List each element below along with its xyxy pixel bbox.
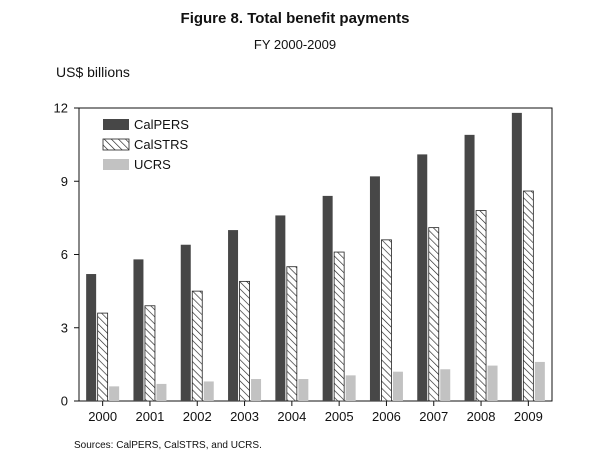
legend-label-calpers: CalPERS <box>134 117 189 132</box>
bar-ucrs-2003 <box>251 379 262 401</box>
bar-calpers-2004 <box>275 215 286 401</box>
bar-ucrs-2008 <box>487 365 498 401</box>
chart-subtitle: FY 2000-2009 <box>253 37 337 52</box>
bar-calpers-2008 <box>464 134 475 401</box>
legend-label-ucrs: UCRS <box>134 157 171 172</box>
legend: CalPERS CalSTRS UCRS <box>102 117 189 172</box>
bar-calstrs-2002 <box>191 290 203 402</box>
bar-calpers-2001 <box>133 259 144 401</box>
x-tick-label: 2007 <box>419 409 448 424</box>
legend-swatch-calstrs <box>102 138 130 151</box>
bar-calstrs-2004 <box>286 266 298 402</box>
bar-calstrs-2006 <box>381 239 392 402</box>
bar-series <box>86 112 545 402</box>
legend-swatch-ucrs <box>103 159 129 170</box>
bar-calstrs-2001 <box>144 305 156 402</box>
bar-calpers-2005 <box>322 195 333 401</box>
bar-calpers-2007 <box>417 154 428 401</box>
bar-calpers-2003 <box>228 230 239 401</box>
y-tick-label: 6 <box>61 247 68 262</box>
bar-ucrs-2001 <box>156 383 167 401</box>
x-tick-label: 2001 <box>135 409 164 424</box>
bar-ucrs-2000 <box>109 386 120 401</box>
bar-ucrs-2002 <box>203 381 214 401</box>
x-tick-label: 2005 <box>325 409 354 424</box>
source-note: Sources: CalPERS, CalSTRS, and UCRS. <box>74 440 262 451</box>
bar-calpers-2002 <box>180 244 191 401</box>
bar-calstrs-2000 <box>97 312 109 402</box>
x-tick-label: 2002 <box>183 409 212 424</box>
legend-label-calstrs: CalSTRS <box>134 137 189 152</box>
x-tick-label: 2008 <box>467 409 496 424</box>
bar-ucrs-2009 <box>534 361 545 401</box>
bar-calpers-2009 <box>511 112 522 401</box>
y-tick-label: 9 <box>61 174 68 189</box>
legend-swatch-calpers <box>103 119 129 130</box>
bar-ucrs-2005 <box>345 375 356 401</box>
bar-calpers-2000 <box>86 274 97 401</box>
bar-calpers-2006 <box>369 176 380 401</box>
y-tick-label: 0 <box>61 394 68 409</box>
bar-calstrs-2009 <box>522 190 534 402</box>
x-tick-label: 2003 <box>230 409 259 424</box>
x-tick-label: 2000 <box>88 409 117 424</box>
bar-calstrs-2005 <box>333 251 345 402</box>
bar-calstrs-2007 <box>428 227 440 402</box>
y-tick-label: 3 <box>61 320 68 335</box>
x-axis: 2000 2001 2002 2003 2004 2005 2006 2007 2008 2009 <box>88 401 543 424</box>
bar-ucrs-2004 <box>298 379 309 401</box>
bar-calstrs-2003 <box>239 280 250 402</box>
y-axis: 0 3 6 9 12 <box>54 101 79 409</box>
bar-ucrs-2007 <box>440 369 451 401</box>
bar-ucrs-2006 <box>392 371 403 401</box>
y-tick-label: 12 <box>54 101 68 116</box>
chart-title: Figure 8. Total benefit payments <box>180 10 410 27</box>
y-axis-label: US$ billions <box>56 64 130 80</box>
x-tick-label: 2009 <box>514 409 543 424</box>
bar-calstrs-2008 <box>475 210 487 402</box>
x-tick-label: 2004 <box>277 409 306 424</box>
x-tick-label: 2006 <box>372 409 401 424</box>
